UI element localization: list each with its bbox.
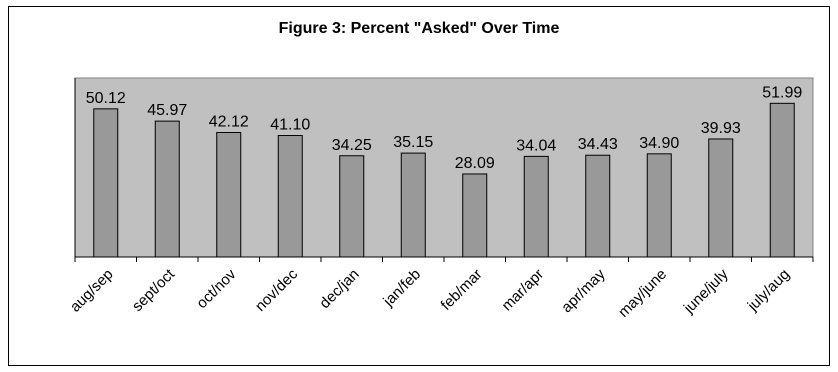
bars-group — [93, 102, 795, 258]
x-tick-label-11: july/aug — [744, 266, 793, 315]
x-tick-label-8: apr/may — [558, 265, 609, 316]
x-tick-label-4: dec/jan — [316, 266, 362, 312]
x-tick-label-0: aug/sep — [67, 266, 117, 316]
x-tick-label-2: oct/nov — [193, 265, 240, 312]
bar-8 — [585, 154, 611, 258]
plot-background — [74, 77, 814, 258]
bar-value-label-11: 51.99 — [762, 84, 802, 101]
x-axis-ticks-group: aug/sep sept/oct oct/nov nov/dec dec/jan jan/… — [67, 257, 814, 321]
value-labels-group: 50.12 45.97 42.12 41.10 34.25 35.15 28.09 34.04… — [86, 84, 803, 172]
bar-value-label-10: 39.93 — [701, 120, 741, 137]
bar-value-label-2: 42.12 — [209, 113, 249, 130]
x-tick-label-7: mar/apr — [499, 266, 548, 315]
bar-10 — [708, 138, 734, 258]
bar-7 — [523, 155, 549, 258]
bar-3 — [277, 135, 303, 258]
bar-6 — [462, 173, 488, 258]
x-tick-label-6: feb/mar — [438, 266, 486, 314]
bar-5 — [400, 152, 426, 258]
bar-value-label-1: 45.97 — [147, 102, 187, 119]
chart-title: Figure 3: Percent "Asked" Over Time — [278, 20, 560, 37]
bar-value-label-8: 34.43 — [578, 136, 618, 153]
x-tick-label-5: jan/feb — [379, 266, 424, 311]
bar-value-label-6: 28.09 — [455, 155, 495, 172]
bar-1 — [154, 120, 180, 258]
bar-value-label-7: 34.04 — [516, 137, 556, 154]
x-tick-label-3: nov/dec — [252, 265, 302, 315]
bar-value-label-3: 41.10 — [270, 117, 310, 134]
bar-2 — [216, 131, 242, 258]
x-tick-label-9: may/june — [615, 266, 670, 321]
bar-value-label-5: 35.15 — [393, 134, 433, 151]
x-tick-label-1: sept/oct — [129, 265, 179, 315]
bar-9 — [646, 153, 672, 258]
bar-value-label-4: 34.25 — [332, 137, 372, 154]
bar-4 — [339, 155, 365, 258]
bar-11 — [769, 102, 795, 258]
x-tick-label-10: june/july — [680, 265, 732, 317]
bar-value-label-9: 34.90 — [639, 135, 679, 152]
bar-0 — [93, 108, 119, 258]
bar-value-label-0: 50.12 — [86, 90, 126, 107]
plot-area — [74, 77, 814, 258]
